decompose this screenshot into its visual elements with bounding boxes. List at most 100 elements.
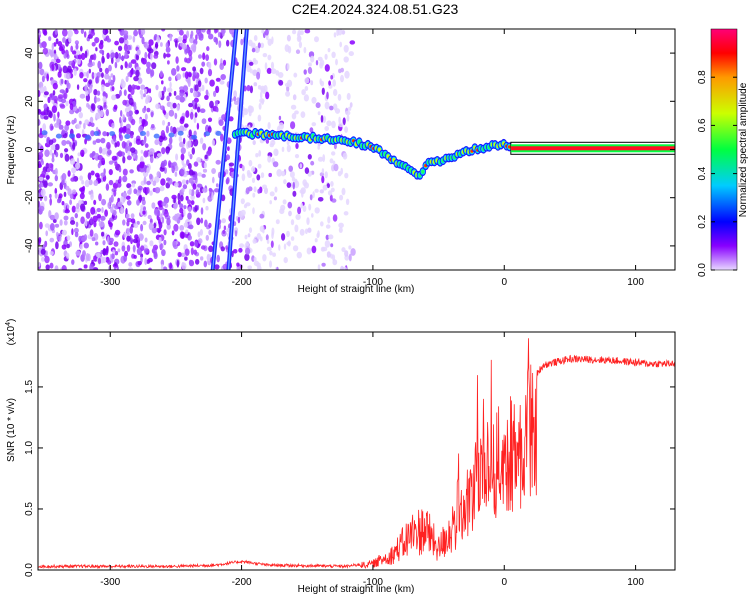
noise-speck [49,193,52,199]
noise-speck [240,212,245,221]
spectrogram-y-ticks: -40 -20 0 20 40 [24,47,675,253]
noise-speck [163,110,167,116]
noise-speck [220,194,226,202]
noise-speck [245,187,250,195]
noise-speck [174,182,179,188]
noise-speck [192,174,197,181]
noise-speck [213,58,218,66]
noise-speck [252,207,255,215]
noise-speck [244,253,250,261]
noise-speck [322,115,327,124]
snr-y-tick-label: 0.5 [24,502,35,516]
noise-speck [264,29,269,36]
colorbar-tick-label: 0.6 [697,118,708,132]
noise-speck [201,29,206,33]
noise-speck [182,85,189,92]
noise-speck [232,249,238,254]
noise-speck [272,252,276,257]
noise-speck [251,166,256,173]
noise-speck [197,238,203,244]
noise-speck [192,138,199,147]
noise-speck [132,35,136,43]
noise-speck [38,61,43,70]
noise-speck [104,82,110,88]
ridge-inner [421,169,425,174]
noise-speck [326,183,330,189]
noise-speck [102,248,106,256]
noise-speck [193,161,199,167]
noise-speck [215,183,219,188]
noise-speck [276,266,279,270]
noise-speck [211,192,214,201]
noise-speck [344,250,349,257]
noise-speck [95,47,98,52]
noise-speck [320,221,324,227]
noise-speck [66,204,70,209]
snr-y-label: SNR (10 * v/v) [6,398,17,462]
noise-speck [125,213,130,219]
noise-speck [292,94,297,101]
noise-speck [156,171,161,178]
noise-speck [202,168,208,173]
noise-speck [57,41,63,47]
noise-speck [304,86,309,91]
noise-speck [197,231,201,238]
noise-speck [337,29,343,36]
noise-speck [156,153,162,158]
noise-speck [320,80,325,87]
noise-speck [69,193,74,200]
noise-speck [338,116,341,125]
noise-speck [174,213,178,222]
noise-speck [161,120,166,126]
noise-speck [294,154,300,159]
noise-speck [83,200,88,205]
noise-speck [295,143,299,149]
noise-speck [204,154,208,160]
noise-speck [151,202,156,209]
noise-speck [78,235,83,243]
noise-speck [307,227,312,233]
noise-speck [43,91,49,96]
noise-speck [335,58,338,66]
noise-speck [304,29,311,34]
noise-speck [331,198,337,203]
noise-speck [77,54,82,60]
noise-speck [189,153,193,160]
noise-speck [195,258,200,265]
noise-speck [80,52,86,61]
noise-speck [177,36,183,42]
noise-speck [169,33,173,42]
noise-speck [63,191,67,197]
noise-speck [45,175,50,180]
noise-speck [165,53,171,58]
noise-speck [90,193,94,201]
noise-speck [200,256,204,261]
noise-speck [286,241,291,246]
noise-speck [216,254,220,263]
noise-speck [38,37,41,45]
noise-speck [185,110,190,118]
noise-speck [176,259,180,268]
noise-speck [249,85,253,94]
noise-speck [124,50,128,59]
noise-speck [181,43,188,50]
noise-speck [80,29,84,34]
noise-speck [283,179,287,185]
noise-speck [104,209,108,217]
noise-speck [122,168,128,176]
noise-speck [257,42,261,49]
noise-speck [136,220,140,225]
noise-speck [259,213,265,219]
noise-speck [140,149,144,154]
noise-speck [275,219,280,225]
noise-speck [161,249,166,257]
noise-speck [253,260,260,266]
noise-speck [138,194,143,202]
snr-x-ticks: -300 -200 -100 0 100 [100,332,644,588]
noise-speck [61,129,66,135]
noise-speck [107,260,112,265]
ridge-band-red [510,146,675,151]
noise-speck [251,47,256,53]
noise-band-blob [93,130,100,136]
